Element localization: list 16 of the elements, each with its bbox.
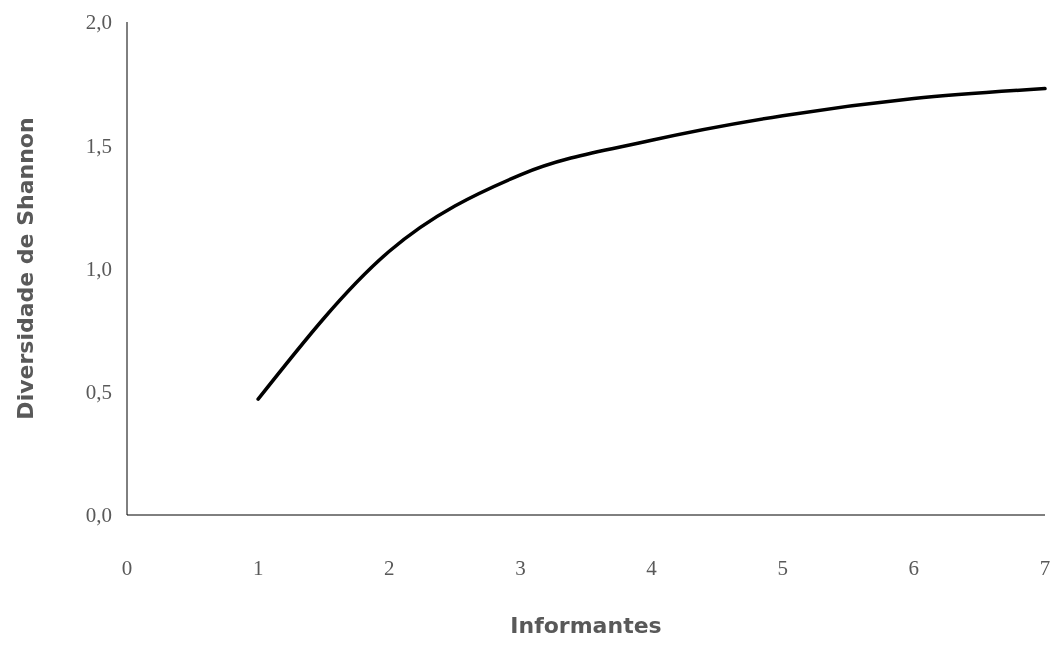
x-tick-label: 0 [121, 556, 133, 580]
y-tick-label: 0,0 [85, 503, 112, 528]
x-tick-label: 3 [515, 556, 526, 580]
y-tick-label: 0,5 [85, 380, 112, 405]
x-tick-label: 7 [1039, 556, 1051, 580]
y-axis-title: Diversidade de Shannon [13, 117, 38, 420]
y-tick-label: 1,0 [85, 256, 112, 281]
y-tick-label: 1,5 [85, 133, 112, 158]
y-tick-label: 2,0 [85, 10, 112, 35]
x-tick-label: 2 [384, 556, 395, 580]
x-tick-label: 5 [777, 556, 788, 580]
x-tick-label: 1 [252, 556, 264, 580]
x-tick-label: 4 [646, 556, 658, 580]
x-tick-label: 6 [908, 556, 920, 580]
line-series [256, 86, 1047, 401]
x-axis-title: Informantes [510, 613, 662, 638]
